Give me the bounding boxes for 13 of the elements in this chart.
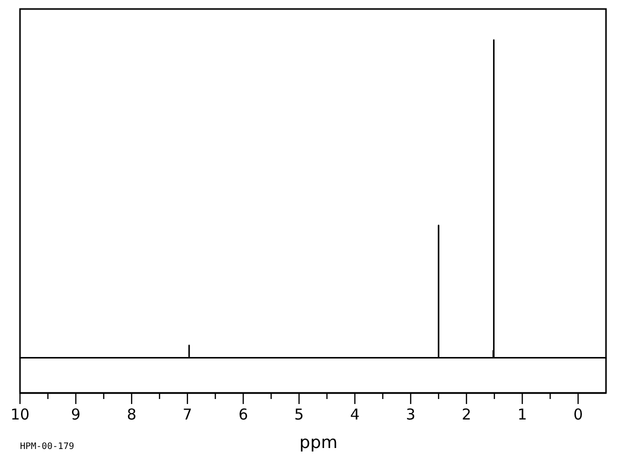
x-tick-label: 10 <box>10 406 30 424</box>
x-tick-label: 2 <box>462 406 472 424</box>
x-tick-label: 8 <box>126 406 136 424</box>
x-tick-label: 1 <box>518 406 528 424</box>
x-tick-label: 9 <box>71 406 81 424</box>
x-tick-label: 3 <box>406 406 416 424</box>
x-tick-label: 5 <box>294 406 304 424</box>
x-tick-label: 4 <box>350 406 360 424</box>
x-axis-title: ppm <box>299 433 338 453</box>
x-tick-label: 0 <box>573 406 583 424</box>
x-tick-label: 7 <box>182 406 192 424</box>
x-tick-label: 6 <box>238 406 248 424</box>
text: HPM-00-179 <box>20 442 74 452</box>
